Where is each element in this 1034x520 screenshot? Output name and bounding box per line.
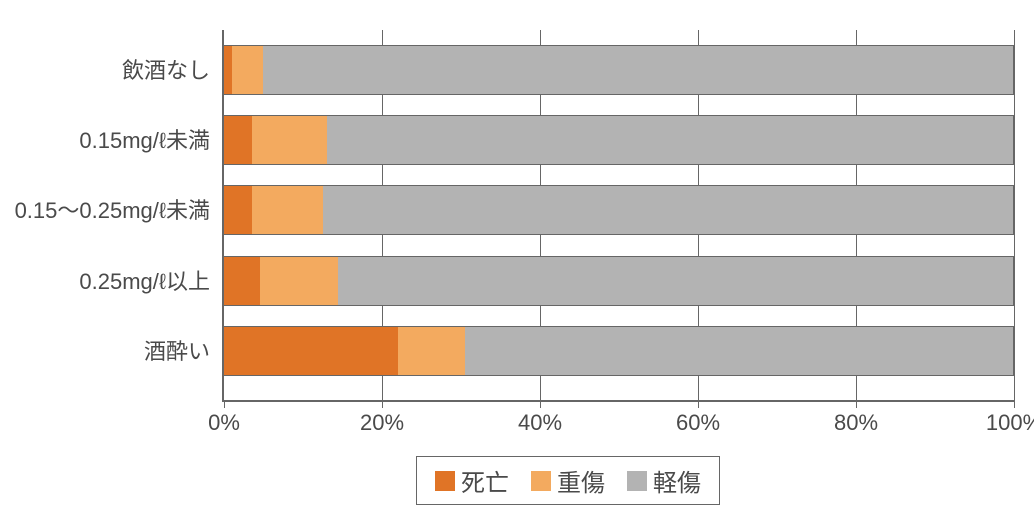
bar-row xyxy=(224,185,1014,233)
x-tick-label: 20% xyxy=(360,400,404,436)
x-tick-label: 100% xyxy=(986,400,1034,436)
legend-item: 軽傷 xyxy=(627,463,701,498)
bar-segment xyxy=(398,326,465,376)
legend-swatch xyxy=(435,471,455,491)
bar-segment xyxy=(465,326,1014,376)
legend: 死亡 重傷 軽傷 xyxy=(416,456,720,505)
bar-segment xyxy=(232,45,264,95)
bar-segment xyxy=(263,45,1014,95)
bar-segment xyxy=(260,256,339,306)
bar-row xyxy=(224,256,1014,304)
bar-row xyxy=(224,115,1014,163)
x-tick-label: 60% xyxy=(676,400,720,436)
category-label: 飲酒なし xyxy=(122,53,224,85)
legend-label: 重傷 xyxy=(557,463,605,498)
legend-item: 重傷 xyxy=(531,463,605,498)
legend-label: 死亡 xyxy=(461,463,509,498)
bar-segment xyxy=(224,326,398,376)
category-label: 0.15mg/ℓ未満 xyxy=(79,123,224,155)
x-tick-label: 0% xyxy=(208,400,240,436)
category-label: 酒酔い xyxy=(144,334,224,366)
bar-segment xyxy=(327,115,1014,165)
legend-label: 軽傷 xyxy=(653,463,701,498)
legend-swatch xyxy=(627,471,647,491)
bar-segment xyxy=(252,185,323,235)
bar-segment xyxy=(224,45,232,95)
category-label: 0.15〜0.25mg/ℓ未満 xyxy=(15,193,224,225)
stacked-bar-chart: 0% 20% 40% 60% 80% 100% 飲酒なし 0.15mg/ℓ未満 0.15〜0.2… xyxy=(0,0,1034,520)
bar-segment xyxy=(338,256,1014,306)
bar-segment xyxy=(224,256,260,306)
bar-row xyxy=(224,45,1014,93)
legend-item: 死亡 xyxy=(435,463,509,498)
category-label: 0.25mg/ℓ以上 xyxy=(79,264,224,296)
bar-segment xyxy=(224,185,252,235)
x-tick-label: 40% xyxy=(518,400,562,436)
bar-segment xyxy=(252,115,327,165)
plot-area: 0%20%40%60%80%100%飲酒なし0.15mg/ℓ未満0.15〜0.2… xyxy=(222,30,1014,402)
bar-segment xyxy=(323,185,1014,235)
legend-swatch xyxy=(531,471,551,491)
x-tick-label: 80% xyxy=(834,400,878,436)
bar-row xyxy=(224,326,1014,374)
gridline xyxy=(1014,30,1015,400)
bar-segment xyxy=(224,115,252,165)
